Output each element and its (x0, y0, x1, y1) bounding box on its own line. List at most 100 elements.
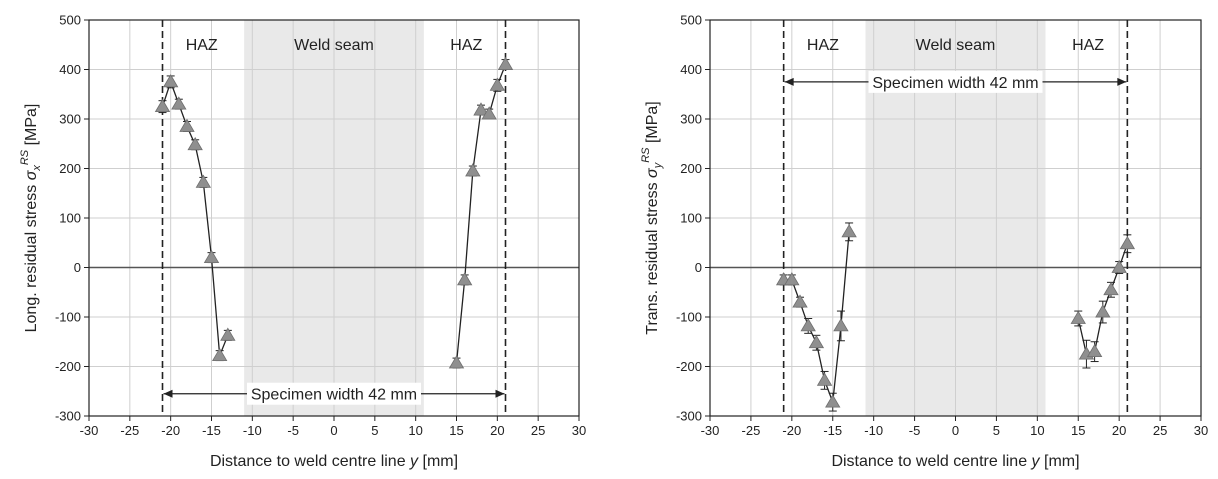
y-tick-label: 500 (680, 13, 702, 28)
x-tick-label: -25 (742, 423, 761, 438)
y-tick-label: -300 (676, 409, 702, 424)
region-label-haz-right: HAZ (1072, 37, 1104, 54)
x-tick-label: 5 (993, 423, 1000, 438)
y-axis-label-unit: [MPa] (644, 101, 661, 147)
data-point (220, 327, 236, 341)
arrow-head-right (495, 389, 505, 398)
y-tick-label: 300 (59, 112, 81, 127)
y-tick-label: 200 (680, 161, 702, 176)
y-tick-label: -100 (55, 310, 81, 325)
data-series-2 (1070, 234, 1136, 369)
y-axis-label-superscript: RS (19, 149, 31, 165)
data-point (179, 118, 195, 132)
data-point (456, 272, 473, 286)
data-point (1119, 235, 1136, 250)
y-tick-label: 400 (59, 62, 81, 77)
x-axis-label-unit: [mm] (418, 453, 458, 470)
y-axis-label-unit: [MPa] (23, 104, 40, 150)
arrow-head-left (784, 77, 794, 86)
y-tick-label: 200 (59, 161, 81, 176)
y-tick-label: 500 (59, 13, 81, 28)
x-tick-label: -30 (701, 423, 720, 438)
data-point (1086, 343, 1103, 358)
y-tick-label: -100 (676, 310, 702, 325)
y-tick-label: 300 (680, 112, 702, 127)
y-axis-label: Long. residual stress σxRS [MPa] (19, 104, 43, 333)
x-tick-label: -15 (202, 423, 221, 438)
x-tick-label: 20 (490, 423, 504, 438)
y-tick-label: -200 (55, 359, 81, 374)
region-label-haz-left: HAZ (186, 37, 218, 54)
y-axis-label-symbol: σ (644, 167, 661, 178)
region-label-weld-seam: Weld seam (294, 37, 374, 54)
x-tick-label: 5 (371, 423, 378, 438)
data-point (816, 372, 833, 386)
data-series-1 (775, 222, 857, 412)
x-tick-label: -10 (243, 423, 262, 438)
x-axis-label-var: y (1031, 453, 1041, 470)
panel-left: -30 -25 -20 -15 -10 -5 0 5 10 15 20 25 30 -300 -200 -10… (19, 13, 586, 471)
region-label-haz-right: HAZ (450, 37, 482, 54)
data-point (187, 136, 203, 151)
x-tick-label: -10 (864, 423, 883, 438)
x-tick-label: 0 (330, 423, 337, 438)
x-tick-label: 0 (952, 423, 959, 438)
series-line (1077, 243, 1128, 355)
x-tick-label: -25 (120, 423, 139, 438)
series-line (161, 79, 229, 356)
data-point (489, 77, 506, 91)
y-tick-label: 100 (680, 211, 702, 226)
x-axis-label-unit: [mm] (1040, 453, 1080, 470)
y-axis-label-subscript: y (652, 161, 664, 169)
specimen-width-label: Specimen width 42 mm (872, 75, 1038, 92)
y-tick-label: -200 (676, 359, 702, 374)
x-tick-label: -20 (161, 423, 180, 438)
data-point (1103, 281, 1119, 296)
y-tick-label: 100 (59, 211, 81, 226)
specimen-width-label-bg (868, 70, 1043, 93)
data-point (1095, 304, 1111, 318)
region-label-haz-left: HAZ (807, 37, 839, 54)
data-point (825, 394, 841, 408)
specimen-width-label: Specimen width 42 mm (251, 387, 417, 404)
data-point (784, 272, 800, 286)
data-series-1 (154, 74, 236, 362)
x-tick-label: 15 (449, 423, 463, 438)
panel-right: -30 -25 -20 -15 -10 -5 0 5 10 15 20 25 30 -300 -200 -10… (640, 13, 1208, 471)
y-tick-label: -300 (55, 409, 81, 424)
specimen-width-label-bg (247, 382, 421, 405)
data-point (465, 163, 481, 177)
y-axis-label-symbol: σ (23, 169, 40, 180)
data-point (833, 318, 849, 332)
x-tick-label: -15 (823, 423, 842, 438)
x-tick-label: 25 (1153, 423, 1167, 438)
x-tick-label: 10 (1030, 423, 1044, 438)
x-axis-label: Distance to weld centre line y [mm] (210, 453, 458, 470)
data-point (473, 102, 489, 116)
y-tick-label: 0 (695, 260, 702, 275)
data-point (195, 174, 212, 188)
data-point (497, 56, 514, 70)
data-point (162, 74, 179, 88)
data-point (1070, 310, 1086, 324)
region-label-weld-seam: Weld seam (916, 37, 996, 54)
x-tick-label: 30 (572, 423, 586, 438)
data-point (800, 318, 816, 332)
y-tick-label: 0 (74, 260, 81, 275)
x-tick-label: -5 (287, 423, 299, 438)
y-axis-label-subscript: x (31, 165, 43, 172)
y-tick-label: 400 (680, 62, 702, 77)
x-tick-label: 15 (1071, 423, 1085, 438)
data-point (481, 106, 497, 120)
data-point (1111, 259, 1127, 273)
x-axis-label: Distance to weld centre line y [mm] (831, 453, 1079, 470)
y-axis-label-superscript: RS (640, 147, 652, 163)
data-point (154, 98, 171, 113)
data-point (211, 347, 228, 362)
x-tick-label: -20 (782, 423, 801, 438)
x-axis-label-text: Distance to weld centre line (831, 453, 1031, 470)
data-series-2 (448, 56, 514, 369)
data-point (171, 96, 187, 110)
data-point (808, 334, 825, 349)
